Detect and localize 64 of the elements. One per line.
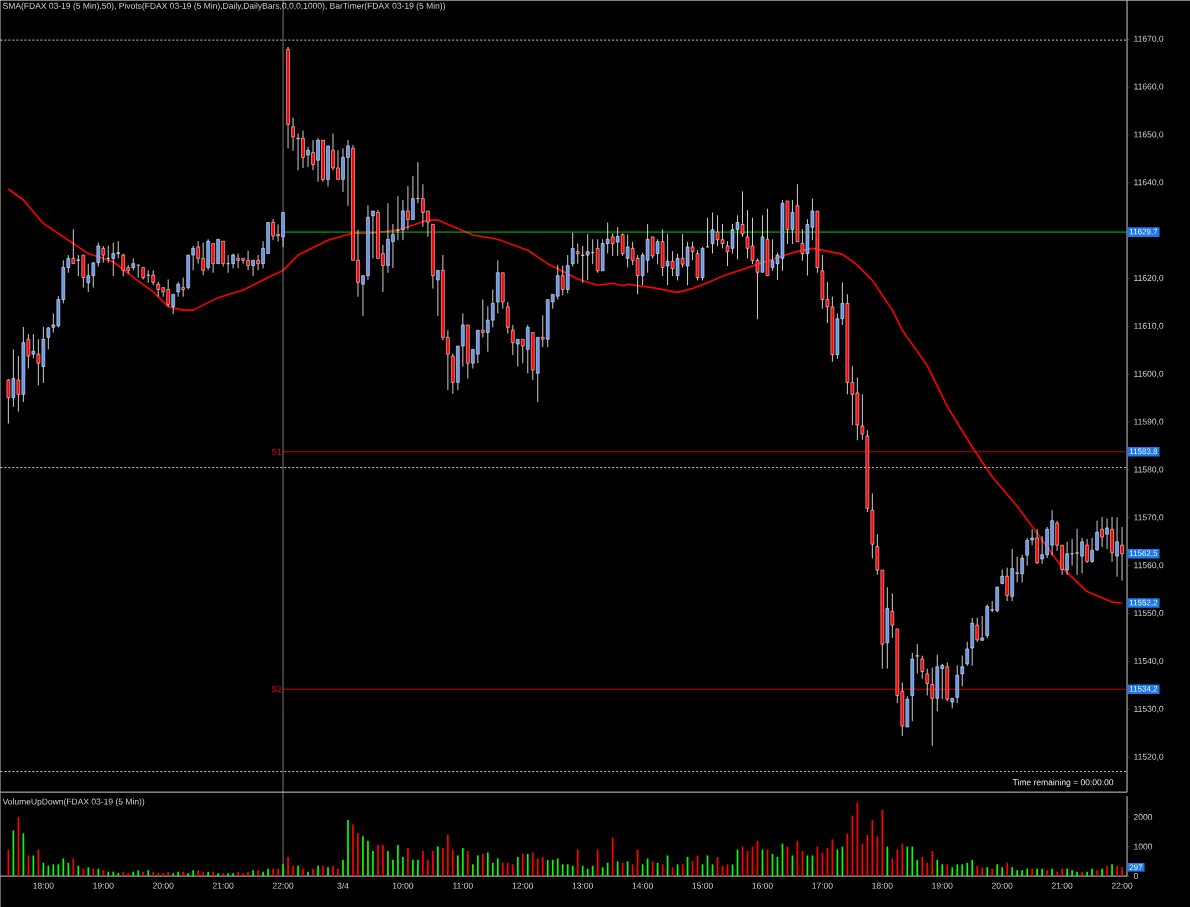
x-tick-label: 21:00: [212, 882, 234, 889]
candlestick: [960, 655, 964, 687]
x-tick-label: 19:00: [932, 882, 953, 889]
y-tick-label: 11610,0: [1134, 322, 1164, 330]
candlestick: [590, 238, 595, 265]
candlestick: [920, 655, 925, 680]
x-tick-label: 22:00: [1111, 882, 1133, 889]
candlestick: [46, 326, 51, 350]
x-tick-label: 13:00: [572, 882, 593, 889]
x-tick-label: 18:00: [872, 882, 893, 889]
x-tick-label: 12:00: [512, 882, 534, 889]
x-tick-label: 15:00: [692, 882, 713, 889]
x-tick-label: 14:00: [632, 882, 653, 889]
text: 11552,2: [1129, 599, 1158, 607]
text: 11534,2: [1129, 685, 1158, 693]
candlestick: [111, 242, 116, 277]
y-tick-label: 11540,0: [1134, 657, 1164, 665]
candlestick: [506, 301, 510, 334]
x-tick-label: 16:00: [752, 882, 773, 889]
y-tick-label: 11670,0: [1134, 35, 1164, 43]
candlestick: [136, 264, 140, 278]
y-tick-label: 1000: [1134, 843, 1153, 850]
annotation: Time remaining = 00:00:00: [1012, 778, 1114, 787]
text: 11562,5: [1129, 550, 1158, 557]
candlestick: [106, 245, 111, 264]
text: 11583,8: [1129, 448, 1158, 456]
y-tick-label: 11550,0: [1134, 610, 1164, 618]
y-tick-label: 11560,0: [1134, 562, 1164, 570]
candlestick: [955, 664, 959, 704]
y-tick-label: 11650,0: [1134, 131, 1164, 139]
candlestick: [705, 217, 710, 248]
candlestick: [915, 643, 920, 674]
text: 11629,7: [1129, 228, 1158, 236]
x-tick-label: 20:00: [153, 882, 174, 889]
ref-line-label: S2: [271, 686, 282, 693]
y-tick-label: 11590,0: [1134, 418, 1164, 426]
y-tick-label: 11520,0: [1134, 753, 1164, 761]
y-tick-label: 11640,0: [1134, 179, 1164, 187]
y-tick-label: 11620,0: [1134, 274, 1164, 282]
x-tick-label: 17:00: [812, 882, 833, 889]
x-tick-label: 10:00: [392, 882, 414, 889]
ref-line-label: S1: [271, 448, 282, 455]
y-tick-label: 11660,0: [1134, 83, 1164, 91]
x-tick-label: 21:00: [1051, 882, 1073, 889]
y-tick-label: 11530,0: [1134, 705, 1164, 713]
y-tick-label: 11600,0: [1134, 370, 1164, 378]
x-tick-label: 19:00: [93, 882, 114, 889]
candlestick: [585, 233, 590, 281]
candlestick: [396, 195, 400, 241]
x-tick-label: 11:00: [453, 882, 473, 889]
y-tick-label: 2000: [1133, 814, 1153, 821]
chart-title: VolumeUpDown(FDAX 03-19 (5 Min)): [2, 798, 145, 807]
text: 297: [1129, 864, 1143, 871]
chart-title: SMA(FDAX 03-19 (5 Min),50), Pivots(FDAX 03-19 (5 Min),Daily,DailyBars,0,0,0,1000), BarTimer(FDAX 03-19 (5 Min)): [2, 2, 445, 11]
candlestick: [575, 243, 580, 265]
candlestick: [291, 117, 295, 152]
y-tick-label: 0: [1133, 873, 1138, 880]
x-tick-label: 3/4: [337, 882, 349, 889]
candlestick: [565, 254, 570, 294]
x-tick-label: 18:00: [33, 882, 54, 889]
y-tick-label: 11580,0: [1134, 466, 1164, 474]
y-tick-label: 11570,0: [1134, 514, 1164, 522]
x-tick-label: 20:00: [991, 882, 1013, 889]
x-tick-label: 22:00: [272, 882, 294, 889]
